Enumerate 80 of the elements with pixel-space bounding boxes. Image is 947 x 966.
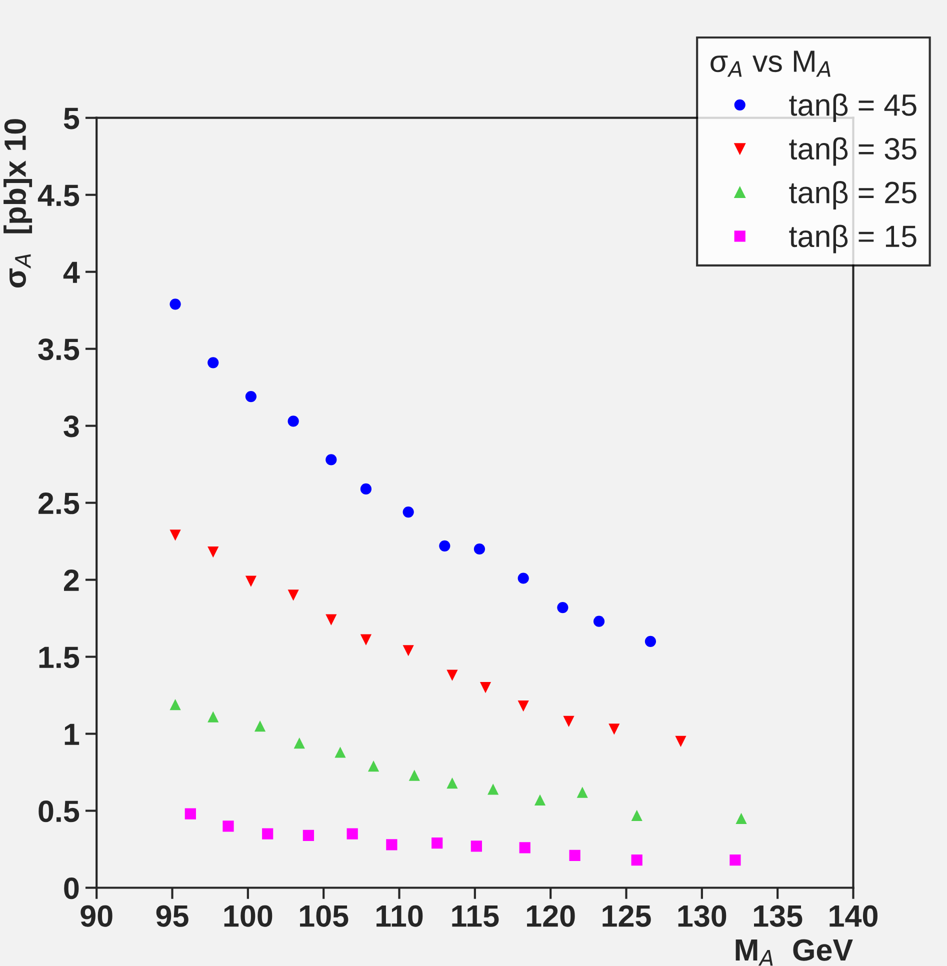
point bbox=[368, 760, 380, 772]
point bbox=[208, 357, 219, 368]
point bbox=[402, 645, 414, 656]
y-tick-label: 2.5 bbox=[38, 492, 80, 514]
point bbox=[563, 716, 574, 728]
y-tick-label: 3.5 bbox=[38, 338, 80, 360]
point bbox=[288, 590, 299, 601]
x-tick-label: 140 bbox=[830, 905, 878, 927]
point bbox=[730, 854, 741, 866]
legend-label: tanβ = 15 bbox=[789, 224, 916, 254]
point bbox=[222, 820, 234, 832]
x-tick-label: 125 bbox=[602, 905, 651, 927]
point bbox=[245, 391, 257, 402]
point bbox=[334, 746, 346, 758]
point bbox=[432, 838, 443, 849]
y-tick-label: 0.5 bbox=[38, 800, 80, 822]
point bbox=[446, 670, 458, 681]
x-tick-label: 120 bbox=[527, 905, 575, 927]
point bbox=[402, 506, 414, 518]
point bbox=[675, 736, 686, 748]
point bbox=[262, 828, 274, 840]
y-tick-label: 1.5 bbox=[39, 646, 80, 668]
point bbox=[439, 540, 450, 552]
point bbox=[474, 543, 486, 555]
point bbox=[346, 828, 358, 840]
point bbox=[534, 794, 546, 806]
y-tick-label: 0 bbox=[64, 877, 79, 900]
point bbox=[569, 850, 580, 861]
legend-label: tanβ = 35 bbox=[789, 137, 916, 166]
legend-title: σ$_{A}$ vs M$_{A}$ bbox=[710, 50, 830, 77]
point bbox=[360, 634, 372, 646]
point bbox=[576, 786, 588, 798]
x-tick-label: 90 bbox=[80, 905, 112, 927]
point bbox=[593, 616, 605, 627]
point bbox=[518, 572, 529, 584]
point bbox=[519, 842, 530, 854]
y-tick-label: 4 bbox=[63, 262, 80, 283]
point bbox=[386, 839, 398, 850]
y-tick-label: 1 bbox=[64, 724, 80, 745]
x-tick-label: 115 bbox=[452, 906, 499, 927]
point bbox=[408, 770, 420, 781]
point bbox=[170, 530, 181, 541]
legend-label: tanβ = 25 bbox=[789, 181, 916, 210]
point bbox=[446, 777, 458, 789]
point bbox=[736, 812, 747, 824]
y-tick-label: 3 bbox=[64, 416, 79, 438]
point bbox=[480, 682, 492, 694]
point bbox=[488, 784, 499, 795]
x-tick-label: 95 bbox=[156, 905, 188, 927]
point bbox=[608, 724, 620, 735]
point bbox=[631, 854, 642, 866]
point bbox=[631, 810, 642, 821]
point bbox=[208, 546, 219, 558]
point bbox=[302, 830, 314, 841]
y-tick-label: 2 bbox=[64, 570, 79, 591]
x-axis-title: M$_{A}$ GeV bbox=[736, 939, 853, 966]
legend-label: tanβ = 45 bbox=[789, 93, 916, 122]
point bbox=[557, 602, 568, 614]
point bbox=[254, 720, 266, 732]
y-tick-label: 4.5 bbox=[38, 184, 80, 206]
point bbox=[470, 840, 482, 852]
point bbox=[644, 636, 656, 647]
point bbox=[326, 454, 337, 466]
point bbox=[326, 614, 337, 626]
y-tick-label: 5 bbox=[64, 108, 80, 130]
point bbox=[245, 576, 257, 587]
point bbox=[288, 416, 299, 427]
x-tick-label: 110 bbox=[376, 905, 423, 927]
point bbox=[360, 483, 372, 494]
point bbox=[294, 737, 305, 749]
x-tick-label: 105 bbox=[300, 905, 348, 927]
point bbox=[184, 808, 196, 820]
x-tick-label: 130 bbox=[678, 905, 726, 927]
x-tick-label: 100 bbox=[224, 905, 272, 927]
point bbox=[170, 298, 181, 310]
point bbox=[170, 698, 181, 710]
y-axis-title: σ$_{A}$ [pb]x 10 bbox=[4, 119, 32, 288]
x-tick-label: 135 bbox=[754, 905, 802, 927]
point bbox=[518, 700, 529, 712]
point bbox=[208, 711, 219, 722]
